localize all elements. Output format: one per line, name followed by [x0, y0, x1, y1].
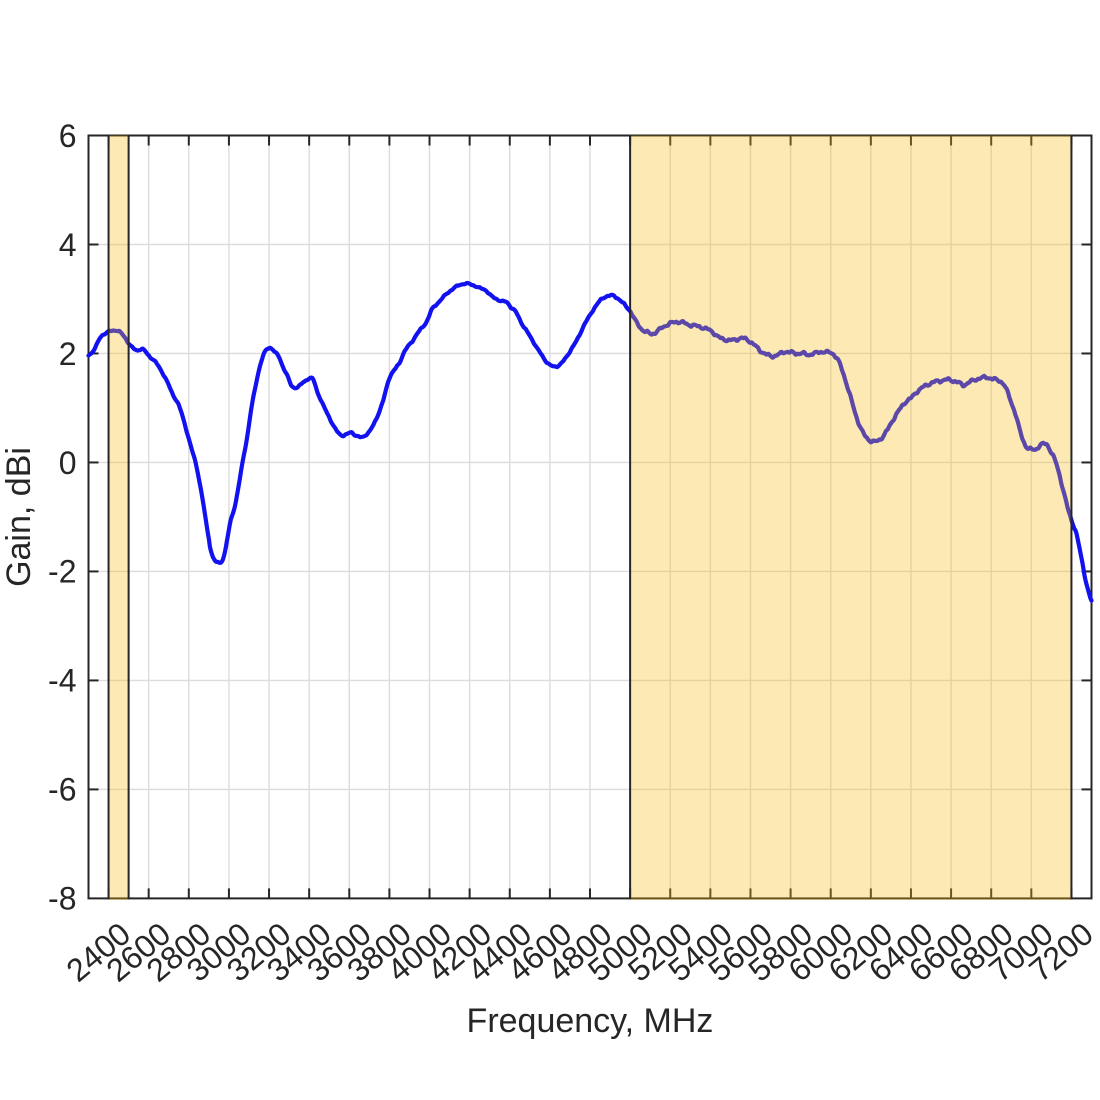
- svg-text:-2: -2: [48, 554, 76, 590]
- svg-text:-6: -6: [48, 772, 76, 808]
- svg-text:Frequency, MHz: Frequency, MHz: [467, 1002, 714, 1040]
- svg-text:-4: -4: [48, 663, 76, 699]
- svg-text:0: 0: [59, 445, 77, 481]
- svg-text:6: 6: [59, 118, 77, 154]
- svg-text:4: 4: [59, 227, 77, 263]
- svg-text:Gain, dBi: Gain, dBi: [0, 447, 38, 587]
- svg-text:2: 2: [59, 336, 77, 372]
- svg-text:-8: -8: [48, 881, 76, 917]
